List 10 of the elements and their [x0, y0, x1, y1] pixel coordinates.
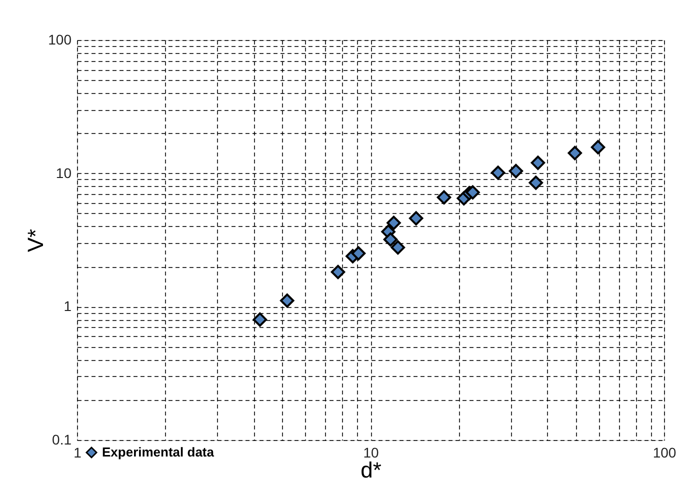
x-axis-title: d*: [360, 458, 382, 482]
x-tick-label: 1: [74, 444, 82, 460]
y-tick-label: 10: [56, 164, 72, 181]
y-tick-label: 1: [64, 298, 72, 314]
y-tick-label: 0.1: [52, 432, 72, 448]
x-tick-label: 10: [363, 444, 379, 460]
legend-label: Experimental data: [102, 444, 215, 460]
y-tick-label: 100: [48, 32, 72, 48]
x-tick-label: 100: [652, 444, 676, 460]
y-axis-title: V*: [23, 228, 48, 252]
